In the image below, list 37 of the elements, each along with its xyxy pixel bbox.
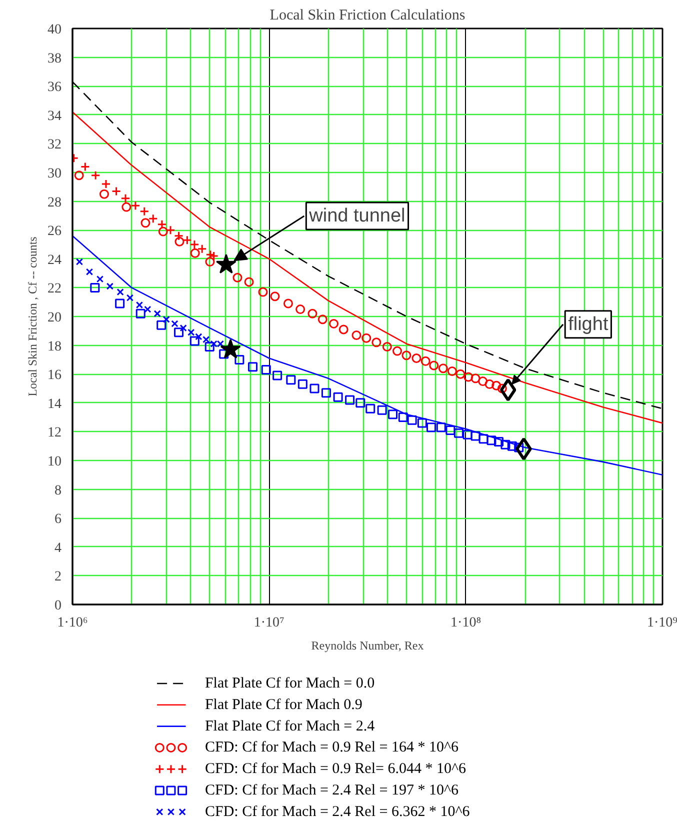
y-tick-label: 12	[48, 426, 62, 441]
y-tick-label: 18	[48, 339, 62, 354]
y-tick-label: 38	[48, 51, 62, 66]
y-tick-label: 2	[54, 570, 62, 585]
legend-label: CFD: Cf for Mach = 0.9 Rel= 6.044 * 10^6	[204, 761, 466, 778]
x-tick-label: 1·10⁹	[646, 616, 677, 630]
legend-label: Flat Plate Cf for Mach 0.9	[204, 696, 362, 713]
x-tick-label: 1·10⁷	[254, 616, 285, 630]
y-tick-label: 40	[48, 22, 62, 38]
x-axis-title: Reynolds Number, Rex	[311, 638, 424, 652]
legend-label: Flat Plate Cf for Mach = 2.4	[204, 718, 376, 734]
y-tick-label: 16	[48, 368, 62, 384]
y-tick-label: 34	[48, 108, 62, 124]
y-tick-label: 26	[48, 224, 62, 240]
y-tick-label: 6	[54, 512, 62, 528]
chart-title: Local Skin Friction Calculations	[270, 8, 466, 24]
y-tick-label: 22	[48, 282, 62, 297]
y-tick-label: 4	[54, 540, 62, 556]
y-tick-label: 14	[48, 396, 62, 412]
y-tick-label: 36	[48, 80, 62, 96]
legend-label: Flat Plate Cf for Mach = 0.0	[204, 676, 375, 692]
y-axis-title: Local Skin Friction , Cf -- counts	[26, 236, 40, 396]
y-tick-label: 30	[48, 166, 62, 182]
y-tick-label: 10	[48, 454, 62, 470]
x-tick-label: 1·10⁸	[450, 616, 482, 630]
legend-label: CFD: Cf for Mach = 2.4 Rel = 6.362 * 10^6	[204, 804, 470, 820]
y-tick-label: 24	[48, 252, 62, 268]
legend-label: CFD: Cf for Mach = 0.9 Rel = 164 * 10^6	[204, 740, 459, 756]
legend-label: CFD: Cf for Mach = 2.4 Rel = 197 * 10^6	[204, 782, 459, 798]
y-tick-label: 0	[54, 598, 62, 614]
y-tick-label: 20	[48, 310, 62, 326]
x-tick-label: 1·10⁶	[57, 616, 88, 630]
y-tick-label: 28	[48, 195, 62, 210]
y-tick-label: 32	[48, 138, 62, 153]
annotation: flight	[568, 314, 609, 335]
y-tick-label: 8	[54, 483, 62, 498]
annotation: wind tunnel	[308, 206, 406, 226]
